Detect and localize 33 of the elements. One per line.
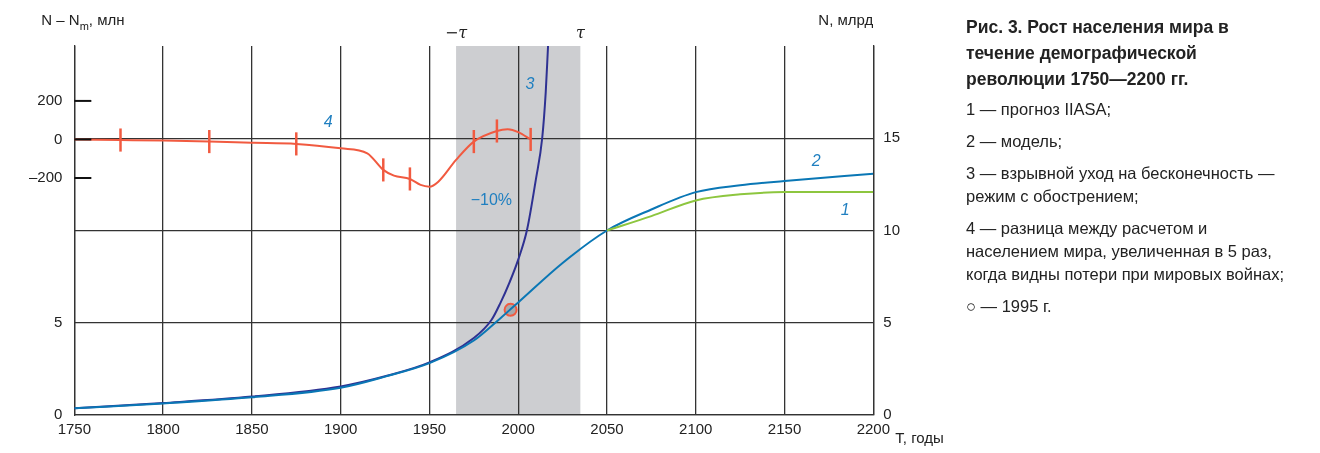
x-axis-title: T, годы [895,429,944,446]
x-tick-label: 1850 [235,420,269,438]
series-label: 4 [323,113,333,131]
text: 4 — разница между расчетом и населением мира, увеличенная в 5 раз, когда видны потери при мировых войнах; [966,218,1286,285]
text: 1 — прогноз IIASA; [966,99,1113,120]
x-tick-label: 2100 [679,420,713,438]
line-series [74,172,874,410]
y2-tick-label: 5 [883,312,892,330]
y2-tick-label: 15 [883,128,900,146]
text: ○ — 1995 г. [966,296,1053,317]
x-tick-label: 1800 [146,420,180,438]
text: 3 — взрывной уход на бесконечность — режим с обострением; [966,163,1276,207]
y2-axis-title: N, млрд [818,11,874,28]
text: Рис. 3. Рост населения мира в течение демографической революции 1750—2200 гг. [966,16,1230,91]
y3-tick-label: –200 [28,168,63,186]
x-tick-label: 2150 [767,420,802,438]
line-series [605,191,874,232]
annotation: −10% [470,191,513,209]
x-tick-label: 2200 [856,420,890,438]
x-tick-label: 1750 [57,420,92,438]
y2-tick-label: 0 [883,405,892,423]
annotation: τ [575,23,586,43]
series-label: 3 [525,75,535,93]
x-tick-label: 2050 [590,420,624,438]
series-label: 1 [840,200,850,218]
x-tick-label: 1950 [412,420,447,438]
annotation: −τ [444,23,469,43]
x-tick-label: 2000 [501,420,535,438]
y2-tick-label: 10 [883,220,900,238]
series-label: 2 [810,152,821,170]
y3-tick-label: 200 [37,91,63,109]
x-tick-label: 1900 [323,420,358,438]
text: 2 — модель; [966,131,1064,152]
